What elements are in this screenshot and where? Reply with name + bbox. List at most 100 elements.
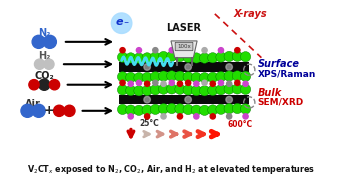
- Circle shape: [224, 71, 234, 81]
- Circle shape: [29, 80, 39, 90]
- Circle shape: [232, 84, 242, 94]
- Circle shape: [240, 104, 251, 114]
- Circle shape: [161, 114, 166, 119]
- Circle shape: [167, 71, 177, 81]
- Circle shape: [150, 72, 160, 82]
- Circle shape: [175, 104, 185, 114]
- Circle shape: [169, 48, 174, 53]
- Text: Air: Air: [25, 99, 41, 109]
- Circle shape: [194, 81, 199, 86]
- Circle shape: [134, 73, 144, 83]
- Circle shape: [186, 48, 191, 53]
- Circle shape: [111, 13, 132, 33]
- Circle shape: [117, 104, 128, 115]
- Circle shape: [216, 52, 226, 62]
- Circle shape: [240, 71, 251, 81]
- Circle shape: [126, 72, 136, 83]
- Circle shape: [43, 35, 56, 48]
- Circle shape: [208, 53, 218, 63]
- Circle shape: [208, 85, 218, 95]
- Circle shape: [142, 53, 152, 63]
- Circle shape: [202, 48, 207, 53]
- Circle shape: [243, 114, 248, 119]
- Circle shape: [175, 84, 185, 94]
- Circle shape: [117, 52, 128, 62]
- Text: 600°C: 600°C: [228, 120, 253, 129]
- Circle shape: [175, 71, 185, 81]
- Polygon shape: [119, 95, 249, 104]
- Circle shape: [44, 59, 54, 69]
- Circle shape: [232, 51, 242, 61]
- Circle shape: [191, 85, 201, 96]
- Circle shape: [194, 114, 199, 119]
- Text: H₂: H₂: [38, 51, 50, 61]
- Circle shape: [134, 53, 144, 63]
- Circle shape: [210, 81, 215, 86]
- Circle shape: [142, 85, 152, 96]
- Circle shape: [32, 104, 45, 117]
- Text: Surface: Surface: [258, 59, 300, 69]
- Text: 25°C: 25°C: [139, 119, 159, 128]
- Circle shape: [54, 105, 65, 116]
- Circle shape: [150, 104, 160, 115]
- Circle shape: [175, 52, 185, 62]
- Circle shape: [224, 51, 234, 62]
- Circle shape: [126, 105, 136, 115]
- Circle shape: [126, 53, 136, 63]
- Text: V$_2$CT$_x$ exposed to N$_2$, CO$_2$, Air, and H$_2$ at elevated temperatures: V$_2$CT$_x$ exposed to N$_2$, CO$_2$, Ai…: [27, 163, 315, 176]
- Circle shape: [191, 105, 201, 115]
- Circle shape: [191, 53, 201, 63]
- Circle shape: [191, 72, 201, 83]
- Circle shape: [216, 71, 226, 82]
- Circle shape: [136, 48, 142, 53]
- Circle shape: [232, 71, 242, 81]
- Circle shape: [39, 79, 50, 90]
- Circle shape: [183, 85, 193, 95]
- Circle shape: [226, 64, 233, 70]
- Text: XPS/Raman: XPS/Raman: [258, 69, 316, 78]
- Circle shape: [235, 80, 240, 85]
- Circle shape: [134, 105, 144, 115]
- Circle shape: [32, 35, 45, 48]
- Circle shape: [117, 72, 128, 82]
- Circle shape: [183, 72, 193, 82]
- Circle shape: [177, 114, 183, 119]
- Circle shape: [232, 103, 242, 114]
- Text: CO₂: CO₂: [34, 71, 54, 81]
- Circle shape: [158, 104, 169, 114]
- Text: SEM/XRD: SEM/XRD: [258, 98, 304, 107]
- Circle shape: [144, 64, 150, 70]
- Circle shape: [183, 52, 193, 62]
- Circle shape: [158, 84, 169, 94]
- Circle shape: [199, 73, 210, 83]
- Circle shape: [161, 81, 166, 86]
- Text: 100x: 100x: [177, 44, 191, 49]
- Circle shape: [167, 51, 177, 61]
- Circle shape: [120, 80, 125, 85]
- Circle shape: [218, 80, 224, 85]
- Text: ⁻: ⁻: [124, 20, 129, 30]
- Circle shape: [134, 86, 144, 96]
- Circle shape: [142, 72, 152, 83]
- Circle shape: [208, 72, 218, 82]
- Circle shape: [49, 80, 60, 90]
- Circle shape: [144, 96, 150, 103]
- Circle shape: [240, 52, 251, 62]
- FancyBboxPatch shape: [175, 42, 193, 51]
- Circle shape: [177, 81, 183, 86]
- Circle shape: [145, 81, 150, 86]
- Circle shape: [218, 48, 224, 53]
- Circle shape: [226, 114, 232, 119]
- Circle shape: [128, 81, 133, 86]
- Circle shape: [145, 114, 150, 119]
- Circle shape: [136, 80, 142, 85]
- Circle shape: [210, 114, 215, 119]
- Text: +: +: [43, 104, 54, 117]
- Circle shape: [226, 81, 232, 86]
- Circle shape: [126, 85, 136, 96]
- Circle shape: [216, 104, 226, 114]
- Circle shape: [185, 64, 192, 70]
- Text: X-rays: X-rays: [234, 9, 267, 19]
- Circle shape: [142, 105, 152, 115]
- Text: LASER: LASER: [167, 23, 201, 33]
